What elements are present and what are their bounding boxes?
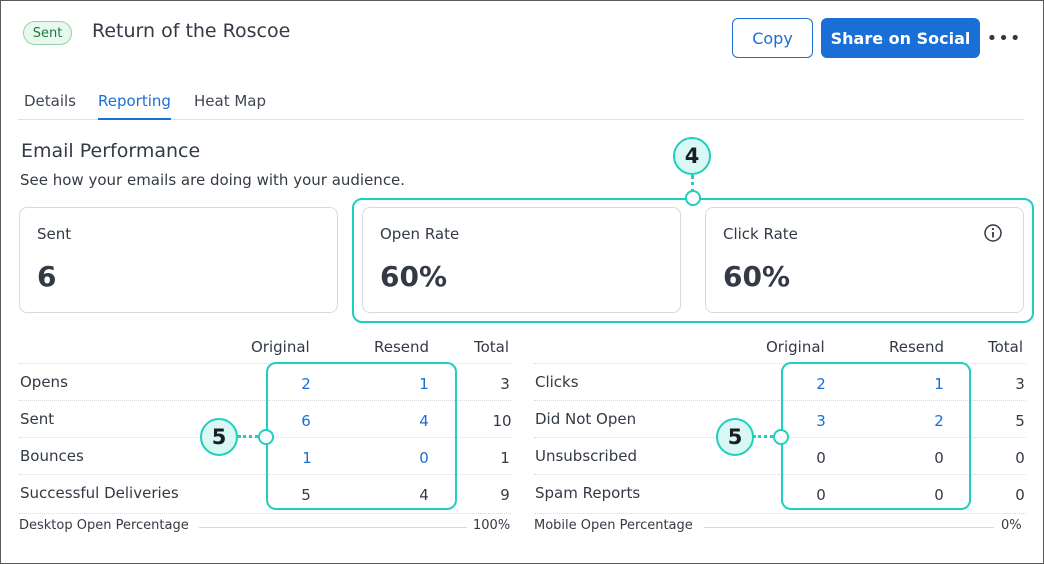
row-label: Bounces	[20, 447, 84, 465]
clicks-resend-link[interactable]: 1	[934, 375, 944, 393]
sent-card-value: 6	[37, 260, 57, 293]
header-original: Original	[251, 338, 310, 356]
callout-connector	[753, 435, 773, 438]
callout-anchor-dot	[773, 429, 789, 445]
tab-heat-map[interactable]: Heat Map	[194, 92, 267, 110]
mobile-open-value: 0%	[1001, 518, 1022, 533]
sent-total: 10	[492, 412, 512, 430]
copy-button[interactable]: Copy	[732, 18, 813, 58]
sent-resend-link[interactable]: 4	[419, 412, 429, 430]
row-label: Clicks	[535, 373, 579, 391]
bounces-total: 1	[500, 449, 510, 467]
deliveries-resend: 4	[419, 486, 429, 504]
callout-number-5-right: 5	[716, 418, 754, 456]
row-label: Did Not Open	[535, 410, 637, 428]
clicks-original-link[interactable]: 2	[816, 375, 826, 393]
bounces-resend-link[interactable]: 0	[419, 449, 429, 467]
callout-anchor-dot	[685, 190, 701, 206]
share-on-social-button[interactable]: Share on Social	[821, 18, 980, 58]
table-row: Opens 2 1 3	[19, 363, 511, 400]
tab-bar: Details Reporting Heat Map	[18, 90, 1024, 120]
table-row: Sent 6 4 10	[19, 400, 512, 437]
table-row: Clicks 2 1 3	[534, 363, 1026, 400]
opens-original-link[interactable]: 2	[301, 375, 311, 393]
header-total: Total	[988, 338, 1024, 356]
tab-details[interactable]: Details	[24, 92, 77, 110]
mobile-open-label: Mobile Open Percentage	[534, 518, 703, 533]
footer-row: Mobile Open Percentage 0%	[534, 513, 1026, 541]
unsubscribed-resend: 0	[934, 449, 944, 467]
did-not-open-original-link[interactable]: 3	[816, 412, 826, 430]
info-icon[interactable]	[983, 223, 1003, 243]
header-original: Original	[766, 338, 825, 356]
row-label: Unsubscribed	[535, 447, 637, 465]
footer-divider	[199, 527, 467, 528]
row-label: Sent	[20, 410, 55, 428]
sent-original-link[interactable]: 6	[301, 412, 311, 430]
callout-connector	[238, 435, 258, 438]
opens-total: 3	[500, 375, 510, 393]
deliveries-total: 9	[500, 486, 510, 504]
more-horizontal-icon[interactable]: •••	[986, 27, 1022, 49]
row-label: Spam Reports	[535, 484, 641, 502]
did-not-open-total: 5	[1015, 412, 1025, 430]
bounces-original-link[interactable]: 1	[302, 449, 312, 467]
table-row: Spam Reports 0 0 0	[534, 474, 1026, 511]
click-rate-label: Click Rate	[723, 225, 798, 243]
did-not-open-resend-link[interactable]: 2	[934, 412, 944, 430]
desktop-open-value: 100%	[473, 518, 511, 533]
header-resend: Resend	[374, 338, 430, 356]
callout-number-5-left: 5	[200, 418, 238, 456]
table-row: Successful Deliveries 5 4 9	[19, 474, 511, 511]
callout-anchor-dot	[258, 429, 274, 445]
click-rate-value: 60%	[723, 260, 791, 293]
callout-box-left-table	[266, 362, 457, 510]
header-total: Total	[474, 338, 510, 356]
row-label: Opens	[20, 373, 68, 391]
footer-row: Desktop Open Percentage 100%	[19, 513, 511, 541]
row-label: Successful Deliveries	[20, 484, 179, 502]
sent-card-label: Sent	[37, 225, 72, 243]
section-subtitle: See how your emails are doing with your …	[20, 171, 406, 189]
callout-number-4: 4	[673, 137, 711, 175]
callout-box-right-table	[781, 362, 971, 510]
header-resend: Resend	[889, 338, 945, 356]
spam-reports-total: 0	[1015, 486, 1025, 504]
open-rate-label: Open Rate	[380, 225, 460, 243]
callout-connector	[691, 175, 694, 193]
unsubscribed-original: 0	[816, 449, 826, 467]
page-title: Return of the Roscoe	[92, 20, 291, 42]
section-title: Email Performance	[21, 140, 201, 162]
open-rate-value: 60%	[380, 260, 448, 293]
unsubscribed-total: 0	[1015, 449, 1025, 467]
opens-resend-link[interactable]: 1	[419, 375, 429, 393]
open-rate-card[interactable]: Open Rate 60%	[362, 207, 681, 313]
table-row: Did Not Open 3 2 5	[534, 400, 1026, 437]
click-rate-card[interactable]: Click Rate 60%	[705, 207, 1024, 313]
spam-reports-original: 0	[816, 486, 826, 504]
spam-reports-resend: 0	[934, 486, 944, 504]
callout-box-rates	[352, 198, 1034, 323]
desktop-open-label: Desktop Open Percentage	[19, 518, 199, 533]
footer-divider	[704, 527, 994, 528]
tab-reporting[interactable]: Reporting	[98, 90, 171, 120]
deliveries-original: 5	[301, 486, 311, 504]
status-badge: Sent	[23, 21, 72, 45]
clicks-total: 3	[1015, 375, 1025, 393]
sent-card: Sent 6	[19, 207, 338, 313]
